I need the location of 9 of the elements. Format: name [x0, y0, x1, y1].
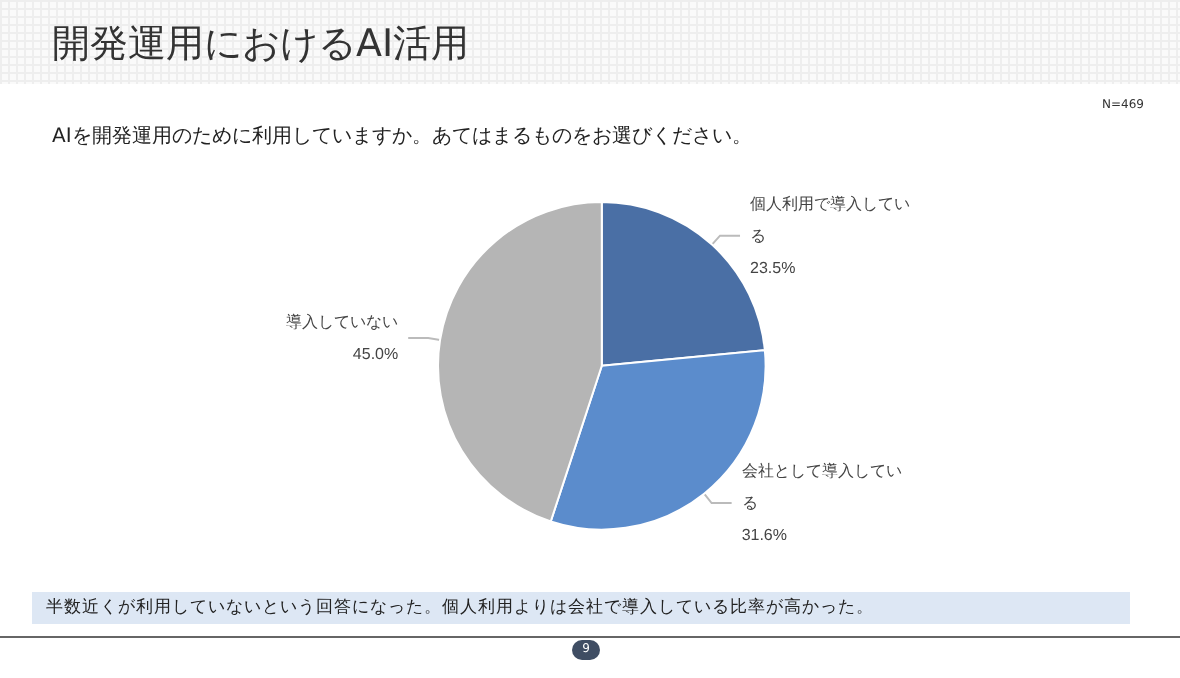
chart-title: 開発運用におけるAI活用: [52, 20, 470, 70]
slice-label: 会社として導入している: [741, 462, 902, 513]
data-label: 23.5%: [750, 258, 796, 277]
chart-subtitle: AIを開発運用のために利用していますか。あてはまるものをお選びください。: [52, 123, 752, 150]
text: 半数近くが利用していないという回答になった。個人利用よりは会社で導入している比率が高かった。: [32, 592, 1130, 624]
slice-label: 個人利用で導入している: [750, 194, 911, 245]
data-label: 31.6%: [741, 526, 787, 545]
data-label: 45.0%: [352, 345, 399, 364]
slice-label: 導入していない: [286, 313, 399, 332]
